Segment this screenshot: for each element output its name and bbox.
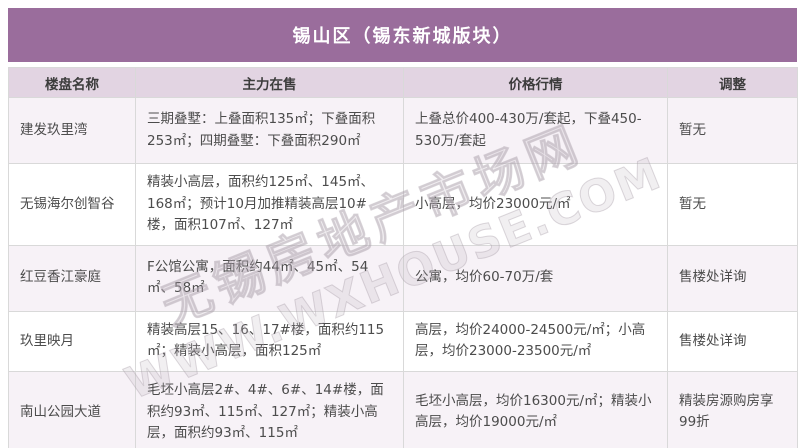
- cell-property-name: 建发玖里湾: [8, 97, 136, 164]
- cell-price-trend: 上叠总价400-430万/套起，下叠450-530万/套起: [403, 97, 668, 164]
- listing-board: 锡山区（锡东新城版块） 楼盘名称 主力在售 价格行情 调整 建发玖里湾: [8, 8, 798, 448]
- table-row: 无锡海尔创智谷 精装小高层，面积约125㎡、145㎡、168㎡；预计10月加推精…: [8, 163, 798, 246]
- cell-price-trend: 公寓，均价60-70万/套: [403, 244, 668, 312]
- cell-property-name: 无锡海尔创智谷: [8, 163, 136, 246]
- cell-main-on-sale: 三期叠墅：上叠面积135㎡；下叠面积253㎡；四期叠墅：下叠面积290㎡: [135, 97, 404, 164]
- cell-price-trend: 小高层，均价23000元/㎡: [403, 163, 668, 246]
- cell-price-trend: 高层，均价24000-24500元/㎡；小高层，均价23000-23500元/㎡: [403, 310, 668, 372]
- cell-main-on-sale: 毛坯小高层2#、4#、6#、14#楼，面积约93㎡、115㎡、127㎡；精装小高…: [135, 370, 404, 448]
- table-header-row: 楼盘名称 主力在售 价格行情 调整: [8, 67, 798, 98]
- table-row: 南山公园大道 毛坯小高层2#、4#、6#、14#楼，面积约93㎡、115㎡、12…: [8, 370, 798, 448]
- table-row: 红豆香江豪庭 F公馆公寓，面积约44㎡、45㎡、54㎡、58㎡ 公寓，均价60-…: [8, 244, 798, 312]
- column-header-adjustment: 调整: [667, 67, 798, 98]
- column-header-price-trend: 价格行情: [403, 67, 668, 98]
- cell-adjustment: 精装房源购房享99折: [667, 370, 798, 448]
- cell-main-on-sale: 精装小高层，面积约125㎡、145㎡、168㎡；预计10月加推精装高层10#楼，…: [135, 163, 404, 246]
- cell-adjustment: 暂无: [667, 97, 798, 164]
- section-title: 锡山区（锡东新城版块）: [292, 26, 513, 47]
- table-row: 建发玖里湾 三期叠墅：上叠面积135㎡；下叠面积253㎡；四期叠墅：下叠面积29…: [8, 97, 798, 164]
- cell-adjustment: 售楼处详询: [667, 244, 798, 312]
- section-title-bar: 锡山区（锡东新城版块）: [8, 8, 797, 62]
- cell-adjustment: 售楼处详询: [667, 310, 798, 372]
- cell-property-name: 南山公园大道: [8, 370, 136, 448]
- cell-main-on-sale: F公馆公寓，面积约44㎡、45㎡、54㎡、58㎡: [135, 244, 404, 312]
- cell-price-trend: 毛坯小高层，均价16300元/㎡；精装小高层，均价19000元/㎡: [403, 370, 668, 448]
- cell-main-on-sale: 精装高层15、16、17#楼，面积约115㎡；精装小高层，面积125㎡: [135, 310, 404, 372]
- column-header-main-on-sale: 主力在售: [135, 67, 404, 98]
- table-row: 玖里映月 精装高层15、16、17#楼，面积约115㎡；精装小高层，面积125㎡…: [8, 310, 798, 372]
- cell-adjustment: 暂无: [667, 163, 798, 246]
- column-header-property-name: 楼盘名称: [8, 67, 136, 98]
- listings-table: 楼盘名称 主力在售 价格行情 调整 建发玖里湾 三期叠墅：上叠面积135㎡；下叠…: [8, 67, 798, 448]
- cell-property-name: 红豆香江豪庭: [8, 244, 136, 312]
- cell-property-name: 玖里映月: [8, 310, 136, 372]
